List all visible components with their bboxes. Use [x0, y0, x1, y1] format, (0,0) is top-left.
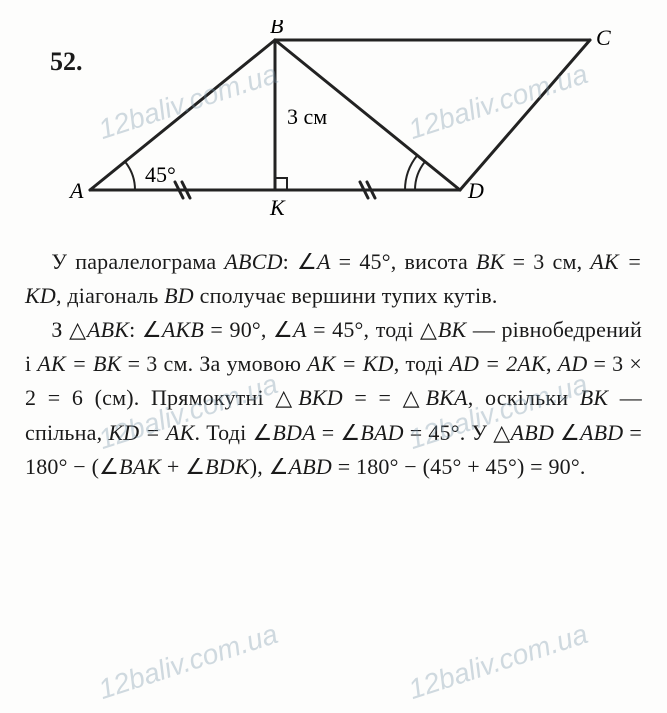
t: = = △ [343, 385, 426, 410]
m: ABK [87, 317, 129, 342]
t: . Тоді ∠ [194, 420, 272, 445]
m: KD = AK [108, 420, 194, 445]
t: , діагональ [56, 283, 164, 308]
m: AK = BK [37, 351, 121, 376]
svg-text:A: A [68, 178, 84, 203]
watermark: 12baliv.com.ua [93, 612, 284, 711]
m: BK [438, 317, 467, 342]
t: = 45°, висота [331, 249, 476, 274]
m: A [317, 249, 331, 274]
m: BKD [298, 385, 343, 410]
t: ∠ [554, 420, 580, 445]
svg-text:3 см: 3 см [287, 104, 327, 129]
m: ABD [511, 420, 554, 445]
svg-text:C: C [596, 25, 611, 50]
m: ABD [289, 454, 332, 479]
t: : ∠ [283, 249, 317, 274]
watermark: 12baliv.com.ua [403, 612, 594, 711]
t: ), ∠ [250, 454, 289, 479]
m: AK = KD [307, 351, 394, 376]
page-container: 52. ABCDK45°3 см У паралелограма ABCD: ∠… [25, 20, 642, 484]
m: BDA [272, 420, 315, 445]
svg-text:45°: 45° [145, 162, 176, 187]
svg-text:K: K [269, 195, 286, 220]
t: = 90°, ∠ [204, 317, 293, 342]
m: BD [164, 283, 194, 308]
m: ABCD [224, 249, 282, 274]
t: У паралелограма [51, 249, 224, 274]
t: , тоді [394, 351, 450, 376]
geometry-figure: A B C D K 45° 3 см [25, 20, 642, 235]
m: BK [580, 385, 609, 410]
m: BAK [119, 454, 161, 479]
m: AD [558, 351, 588, 376]
t: = 3 см. За умовою [122, 351, 308, 376]
m: A [293, 317, 307, 342]
t: = ∠ [316, 420, 361, 445]
t: = 180° − (45° + 45°) = 90°. [332, 454, 586, 479]
m: BK [476, 249, 505, 274]
solution-text: У паралелограма ABCD: ∠A = 45°, висота B… [25, 245, 642, 484]
m: BDK [205, 454, 250, 479]
t: + ∠ [161, 454, 205, 479]
t: : ∠ [129, 317, 162, 342]
t: = 45°. У △ [404, 420, 511, 445]
t: , [546, 351, 558, 376]
t: = 45°, тоді △ [307, 317, 438, 342]
m: BAD [360, 420, 403, 445]
problem-number: 52. [50, 42, 83, 82]
t: = 3 см, [505, 249, 591, 274]
figure-svg: A B C D K 45° 3 см [25, 20, 625, 225]
t: , оскільки [468, 385, 580, 410]
svg-text:D: D [467, 178, 484, 203]
m: AD = 2AK [449, 351, 546, 376]
t: сполучає вершини тупих кутів. [194, 283, 498, 308]
svg-text:B: B [270, 20, 283, 38]
m: ABD [580, 420, 623, 445]
m: BKA [426, 385, 468, 410]
t: З △ [51, 317, 87, 342]
m: AKB [162, 317, 204, 342]
